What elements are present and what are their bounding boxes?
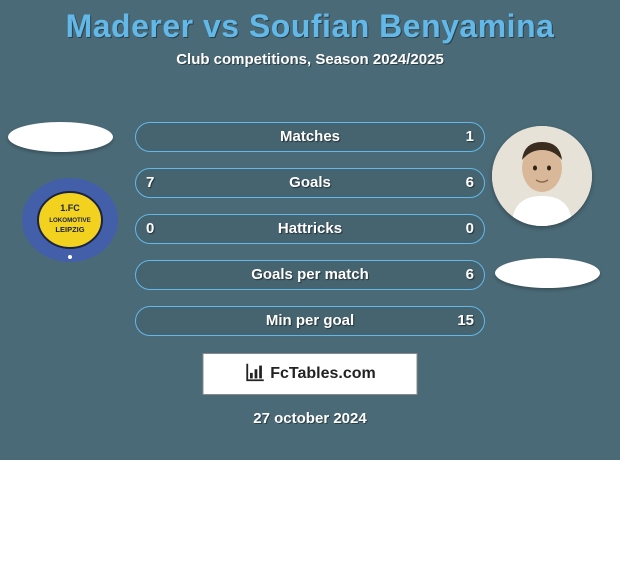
stat-bar: Matches1	[135, 122, 485, 152]
stat-value-right: 0	[466, 215, 474, 243]
player-avatar	[492, 126, 592, 226]
stat-bar: 0Hattricks0	[135, 214, 485, 244]
comparison-card: Maderer vs Soufian Benyamina Club compet…	[0, 0, 620, 460]
subtitle: Club competitions, Season 2024/2025	[0, 51, 620, 68]
stat-label: Goals	[136, 169, 484, 197]
stat-value-right: 1	[466, 123, 474, 151]
club-badge: 1.FC LOKOMOTIVE LEIPZIG	[20, 175, 120, 265]
left-blank-oval	[8, 122, 113, 152]
stat-label: Hattricks	[136, 215, 484, 243]
stat-label: Goals per match	[136, 261, 484, 289]
svg-text:LEIPZIG: LEIPZIG	[55, 225, 84, 234]
stat-label: Matches	[136, 123, 484, 151]
stat-label: Min per goal	[136, 307, 484, 335]
right-blank-oval	[495, 258, 600, 288]
stat-bar: Goals per match6	[135, 260, 485, 290]
stat-value-right: 6	[466, 169, 474, 197]
stat-bar: 7Goals6	[135, 168, 485, 198]
stat-bars: Matches1 7Goals6 0Hattricks0 Goals per matc…	[135, 122, 485, 352]
svg-text:LOKOMOTIVE: LOKOMOTIVE	[49, 217, 91, 224]
watermark: FcTables.com	[203, 353, 418, 395]
date: 27 october 2024	[0, 410, 620, 427]
watermark-text: FcTables.com	[270, 365, 376, 383]
stat-value-right: 15	[457, 307, 474, 335]
svg-text:1.FC: 1.FC	[60, 203, 80, 213]
stat-value-right: 6	[466, 261, 474, 289]
stat-bar: Min per goal15	[135, 306, 485, 336]
page-title: Maderer vs Soufian Benyamina	[0, 0, 620, 45]
chart-icon	[244, 361, 266, 388]
